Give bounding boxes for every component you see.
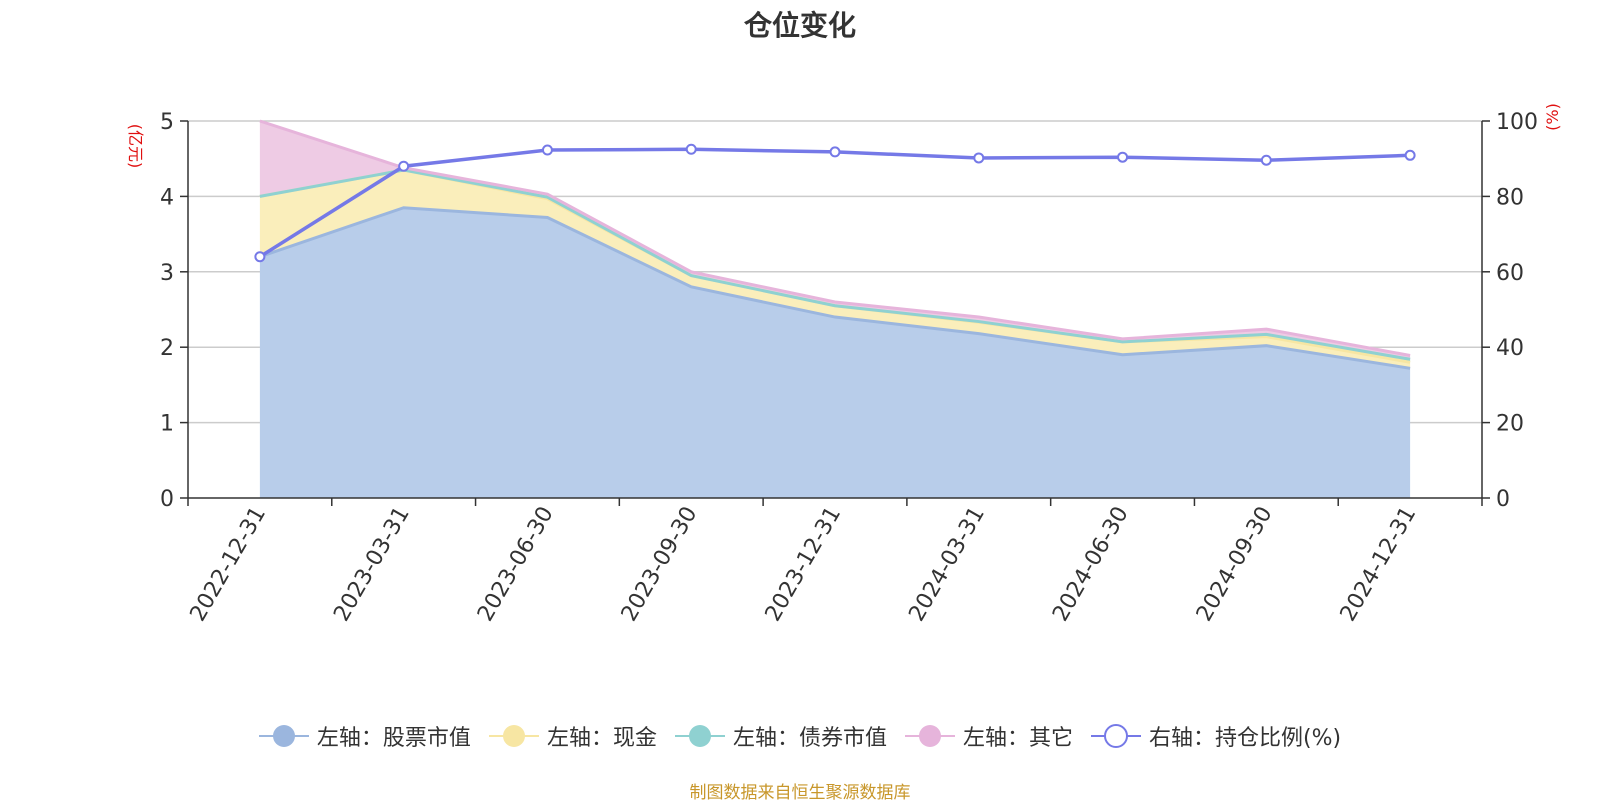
legend-symbol-icon (488, 725, 539, 747)
legend-label: 左轴：现金 (546, 726, 657, 751)
legend-item-5[interactable]: 右轴：持仓比例(%) (1090, 720, 1342, 752)
x-axis-tick-label: 2024-12-31 (1336, 503, 1422, 626)
area-line-series-1 (259, 206, 1411, 370)
x-axis-tick-label: 2024-06-30 (1048, 503, 1134, 626)
holding-ratio-point (685, 143, 697, 155)
right-axis-tick-label: 40 (1496, 336, 1524, 361)
right-axis-tick-label: 80 (1496, 185, 1524, 210)
left-axis-tick-label: 1 (160, 412, 174, 437)
right-axis-unit: (%) (1543, 103, 1562, 131)
right-axis-tick-label: 60 (1496, 261, 1524, 286)
series-points (254, 143, 1416, 263)
holding-ratio-point (973, 152, 985, 164)
holding-ratio-point (829, 146, 841, 158)
left-axis-tick-label: 0 (160, 487, 174, 512)
legend-item-4[interactable]: 左轴：其它 (904, 720, 1073, 752)
area-series-2 (259, 170, 1411, 369)
x-axis-tick-label: 2024-09-30 (1192, 503, 1278, 626)
chart-title: 仓位变化 (743, 9, 856, 42)
left-axis-unit: (亿元) (126, 124, 145, 169)
holding-ratio-point (541, 144, 553, 156)
left-axis-tick-label: 2 (160, 336, 174, 361)
area-series-1 (259, 207, 1411, 498)
legend-label: 左轴：债券市值 (732, 726, 887, 751)
legend-label: 左轴：其它 (962, 726, 1073, 751)
x-axis-tick-label: 2023-12-31 (761, 503, 847, 626)
x-axis-tick-label: 2023-06-30 (473, 503, 559, 626)
holding-ratio-point (1117, 151, 1129, 163)
x-axis-tick-label: 2023-03-31 (329, 503, 415, 626)
legend-symbol-icon (258, 725, 309, 747)
legend-label: 左轴：股票市值 (316, 726, 471, 751)
left-axis-tick-label: 4 (160, 185, 174, 210)
holding-ratio-point (1404, 149, 1416, 161)
holding-ratio-point (398, 160, 410, 172)
legend-label: 右轴：持仓比例(%) (1148, 726, 1342, 751)
legend-symbol-icon (904, 725, 955, 747)
legend-item-3[interactable]: 左轴：债券市值 (674, 720, 887, 752)
area-line-series-3 (259, 168, 1411, 361)
right-axis-tick-label: 20 (1496, 412, 1524, 437)
legend-symbol-icon (1090, 724, 1141, 748)
right-axis-tick-label: 0 (1496, 487, 1510, 512)
area-line-series-4 (259, 119, 1411, 357)
legend-item-1[interactable]: 左轴：股票市值 (258, 720, 471, 752)
area-layers (259, 121, 1411, 498)
x-axis-tick-label: 2023-09-30 (617, 503, 703, 626)
legend-symbol-icon (674, 725, 725, 747)
x-axis-tick-label: 2024-03-31 (904, 503, 990, 626)
holding-ratio-point (254, 251, 266, 263)
x-axis-tick-label: 2022-12-31 (186, 503, 272, 626)
legend-item-2[interactable]: 左轴：现金 (488, 720, 657, 752)
holding-ratio-point (1260, 154, 1272, 166)
right-axis-tick-label: 100 (1496, 110, 1538, 135)
left-axis-tick-label: 3 (160, 261, 174, 286)
left-axis-tick-label: 5 (160, 110, 174, 135)
legend: 左轴：股票市值 左轴：现金 左轴：债券市值 左轴：其它 右轴：持仓比例(%) (0, 720, 1600, 752)
data-source-note: 制图数据来自恒生聚源数据库 (689, 783, 911, 803)
